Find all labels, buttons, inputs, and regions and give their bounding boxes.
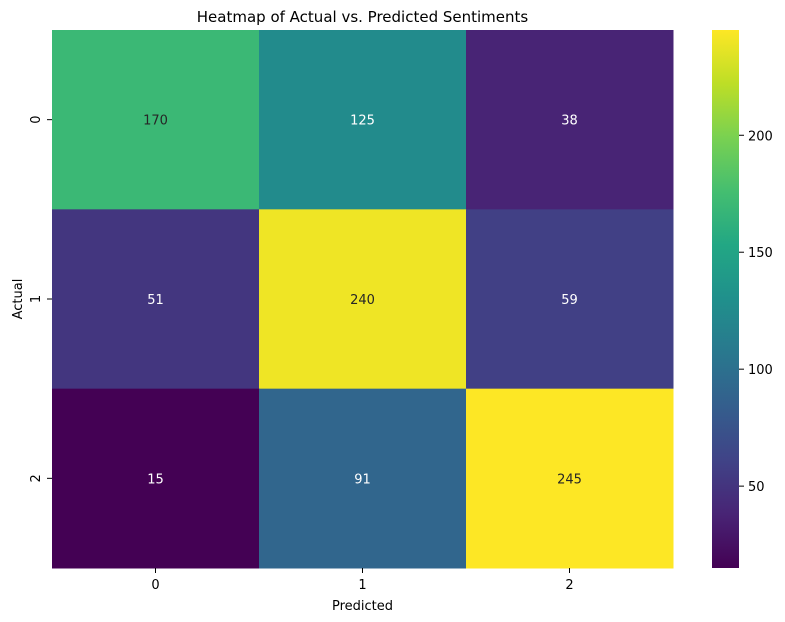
y-tick-label: 2	[29, 474, 44, 482]
heatmap-cell	[259, 30, 467, 210]
x-axis-label: Predicted	[332, 599, 393, 614]
cell-value-label: 170	[143, 114, 168, 129]
cell-value-label: 38	[561, 114, 578, 129]
heatmap-cell	[52, 30, 260, 210]
chart-title: Heatmap of Actual vs. Predicted Sentimen…	[197, 8, 529, 26]
colorbar-ticks: 50 100 150 200	[739, 129, 773, 495]
colorbar-tick-label: 200	[748, 129, 773, 144]
x-tick-label: 1	[358, 578, 366, 593]
heatmap-cell	[52, 388, 260, 569]
colorbar	[712, 30, 739, 568]
heatmap-cell	[466, 388, 674, 569]
y-tick-label: 1	[29, 295, 44, 303]
heatmap-cell	[466, 30, 674, 210]
heatmap-cell	[52, 209, 260, 390]
y-tick-label: 0	[29, 116, 44, 124]
heatmap-cell	[259, 388, 467, 569]
cell-value-label: 51	[147, 293, 164, 308]
heatmap-cell	[259, 209, 467, 390]
colorbar-tick-label: 50	[748, 480, 765, 495]
x-tick-label: 2	[565, 578, 573, 593]
cell-value-label: 91	[354, 472, 371, 487]
x-tick-label: 0	[151, 578, 159, 593]
cell-value-label: 125	[350, 114, 375, 129]
y-axis-label: Actual	[11, 279, 26, 320]
colorbar-tick-label: 150	[748, 246, 773, 261]
cell-value-label: 59	[561, 293, 578, 308]
y-axis-ticks: 0 1 2	[29, 116, 52, 482]
cell-value-label: 15	[147, 472, 164, 487]
cell-value-label: 245	[557, 472, 582, 487]
heatmap-cells: 170 125 38 51 240 59 15 91 245	[52, 30, 674, 569]
colorbar-tick-label: 100	[748, 363, 773, 378]
cell-value-label: 240	[350, 293, 375, 308]
x-axis-ticks: 0 1 2	[151, 568, 574, 593]
heatmap-cell	[466, 209, 674, 390]
